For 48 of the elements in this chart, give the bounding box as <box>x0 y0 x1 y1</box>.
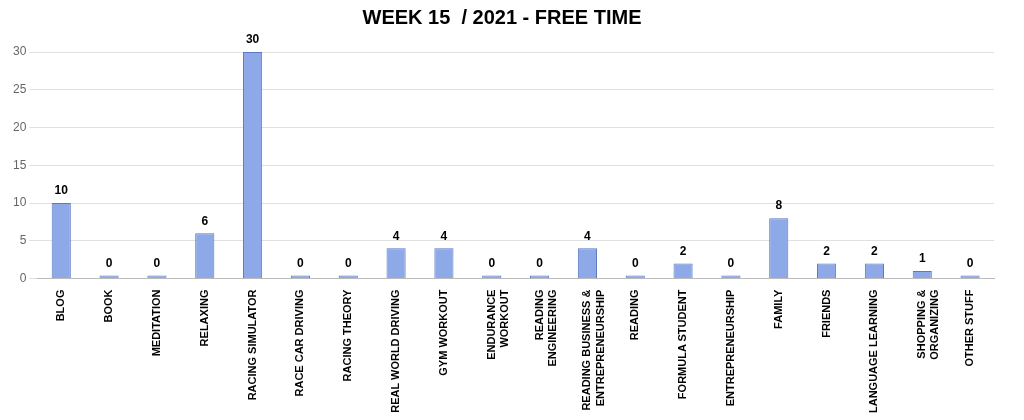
y-tick-label: 15 <box>12 157 27 172</box>
data-label: 4 <box>392 228 400 243</box>
data-label: 0 <box>344 255 352 270</box>
data-label: 0 <box>105 255 113 270</box>
data-label: 0 <box>966 255 974 270</box>
x-tick-label: MEDITATION <box>149 289 162 357</box>
data-label: 0 <box>727 255 735 270</box>
x-tick-label: RACING THEORY <box>341 288 354 382</box>
y-tick-label: 30 <box>12 44 27 59</box>
x-tick-label: READING <box>628 289 641 341</box>
y-tick-label: 0 <box>19 270 27 285</box>
x-tick-label: FRIENDS <box>819 289 832 338</box>
y-tick-label: 5 <box>19 233 27 248</box>
x-tick-label: LANGUAGE LEARNING <box>867 289 880 414</box>
x-tick-label: READING BUSINESS & ENTREPRENEURSHIP <box>580 289 606 411</box>
x-tick-label: GYM WORKOUT <box>436 289 449 376</box>
data-label: 4 <box>584 228 592 243</box>
data-label: 1 <box>918 251 926 266</box>
x-tick-label: ENDURANCE WORKOUT <box>484 289 510 360</box>
x-tick-label: READING ENGINEERING <box>532 289 558 367</box>
data-label: 8 <box>775 198 783 213</box>
x-tick-label: RELAXING <box>197 289 210 347</box>
x-tick-label: OTHER STUFF <box>963 289 976 367</box>
data-label: 10 <box>54 183 69 198</box>
data-label: 2 <box>823 243 831 258</box>
x-tick-label: RACE CAR DRIVING <box>293 289 306 397</box>
data-label: 6 <box>201 213 209 228</box>
x-tick-label: ENTREPRENEURSHIP <box>723 289 736 407</box>
data-label: 0 <box>297 255 305 270</box>
y-tick-label: 20 <box>12 119 27 134</box>
y-tick-label: 10 <box>12 195 27 210</box>
x-tick-label: FORMULA STUDENT <box>676 289 689 400</box>
data-label: 4 <box>440 228 448 243</box>
data-label: 0 <box>488 255 496 270</box>
data-label: 0 <box>153 255 161 270</box>
y-tick-label: 25 <box>12 82 27 97</box>
x-tick-label: BLOG <box>54 289 67 322</box>
data-label: 0 <box>536 255 544 270</box>
x-tick-label: BOOK <box>102 289 115 323</box>
x-tick-label: RACING SIMULATOR <box>245 289 258 401</box>
data-label: 30 <box>245 32 260 47</box>
chart-title: WEEK 15 / 2021 - FREE TIME <box>362 5 642 28</box>
data-label: 2 <box>679 243 687 258</box>
x-tick-label: SHOPPING & ORGANIZING <box>915 289 941 360</box>
data-label: 0 <box>631 255 639 270</box>
x-tick-label: REAL WORLD DRIVING <box>389 289 402 413</box>
x-tick-label: FAMILY <box>771 288 784 329</box>
data-label: 2 <box>871 243 879 258</box>
